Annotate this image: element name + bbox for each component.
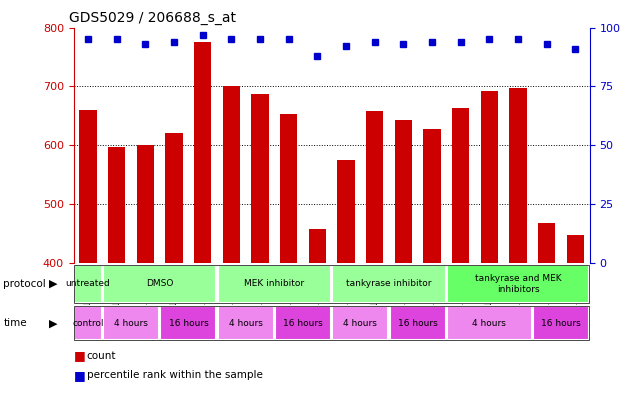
Bar bbox=[251, 94, 269, 263]
Text: 4 hours: 4 hours bbox=[344, 319, 378, 328]
Bar bbox=[309, 229, 326, 263]
Text: ▶: ▶ bbox=[49, 318, 58, 328]
Text: time: time bbox=[3, 318, 27, 328]
Bar bbox=[103, 306, 159, 340]
Bar bbox=[103, 265, 217, 303]
Text: DMSO: DMSO bbox=[146, 279, 174, 288]
Text: untreated: untreated bbox=[65, 279, 110, 288]
Bar bbox=[366, 111, 383, 263]
Bar bbox=[194, 42, 212, 263]
Bar bbox=[218, 265, 331, 303]
Text: 16 hours: 16 hours bbox=[283, 319, 323, 328]
Text: tankyrase and MEK
inhibitors: tankyrase and MEK inhibitors bbox=[475, 274, 562, 294]
Text: 4 hours: 4 hours bbox=[472, 319, 506, 328]
Bar bbox=[275, 306, 331, 340]
Bar bbox=[218, 306, 274, 340]
Bar bbox=[567, 235, 584, 263]
Text: 16 hours: 16 hours bbox=[541, 319, 581, 328]
Text: 16 hours: 16 hours bbox=[169, 319, 208, 328]
Bar bbox=[79, 110, 97, 263]
Text: MEK inhibitor: MEK inhibitor bbox=[244, 279, 304, 288]
Bar bbox=[538, 222, 555, 263]
Bar bbox=[447, 306, 532, 340]
Bar bbox=[74, 265, 102, 303]
Bar bbox=[332, 265, 445, 303]
Text: 4 hours: 4 hours bbox=[114, 319, 148, 328]
Bar bbox=[223, 86, 240, 263]
Text: control: control bbox=[72, 319, 104, 328]
Bar bbox=[74, 306, 102, 340]
Text: protocol: protocol bbox=[3, 279, 46, 289]
Bar bbox=[137, 145, 154, 263]
Bar bbox=[533, 306, 589, 340]
Text: GDS5029 / 206688_s_at: GDS5029 / 206688_s_at bbox=[69, 11, 235, 25]
Text: 4 hours: 4 hours bbox=[229, 319, 263, 328]
Text: percentile rank within the sample: percentile rank within the sample bbox=[87, 370, 262, 380]
Bar bbox=[160, 306, 217, 340]
Text: ■: ■ bbox=[74, 349, 85, 362]
Bar bbox=[447, 265, 589, 303]
Bar bbox=[510, 88, 527, 263]
Bar bbox=[481, 91, 498, 263]
Bar bbox=[452, 108, 469, 263]
Text: count: count bbox=[87, 351, 116, 361]
Bar bbox=[424, 129, 440, 263]
Bar bbox=[337, 160, 354, 263]
Bar bbox=[390, 306, 445, 340]
Text: 16 hours: 16 hours bbox=[398, 319, 438, 328]
Bar bbox=[108, 147, 126, 263]
Bar bbox=[395, 120, 412, 263]
Bar bbox=[165, 133, 183, 263]
Text: ■: ■ bbox=[74, 369, 85, 382]
Text: ▶: ▶ bbox=[49, 279, 58, 289]
Bar bbox=[280, 114, 297, 263]
Text: tankyrase inhibitor: tankyrase inhibitor bbox=[346, 279, 432, 288]
Bar bbox=[332, 306, 388, 340]
